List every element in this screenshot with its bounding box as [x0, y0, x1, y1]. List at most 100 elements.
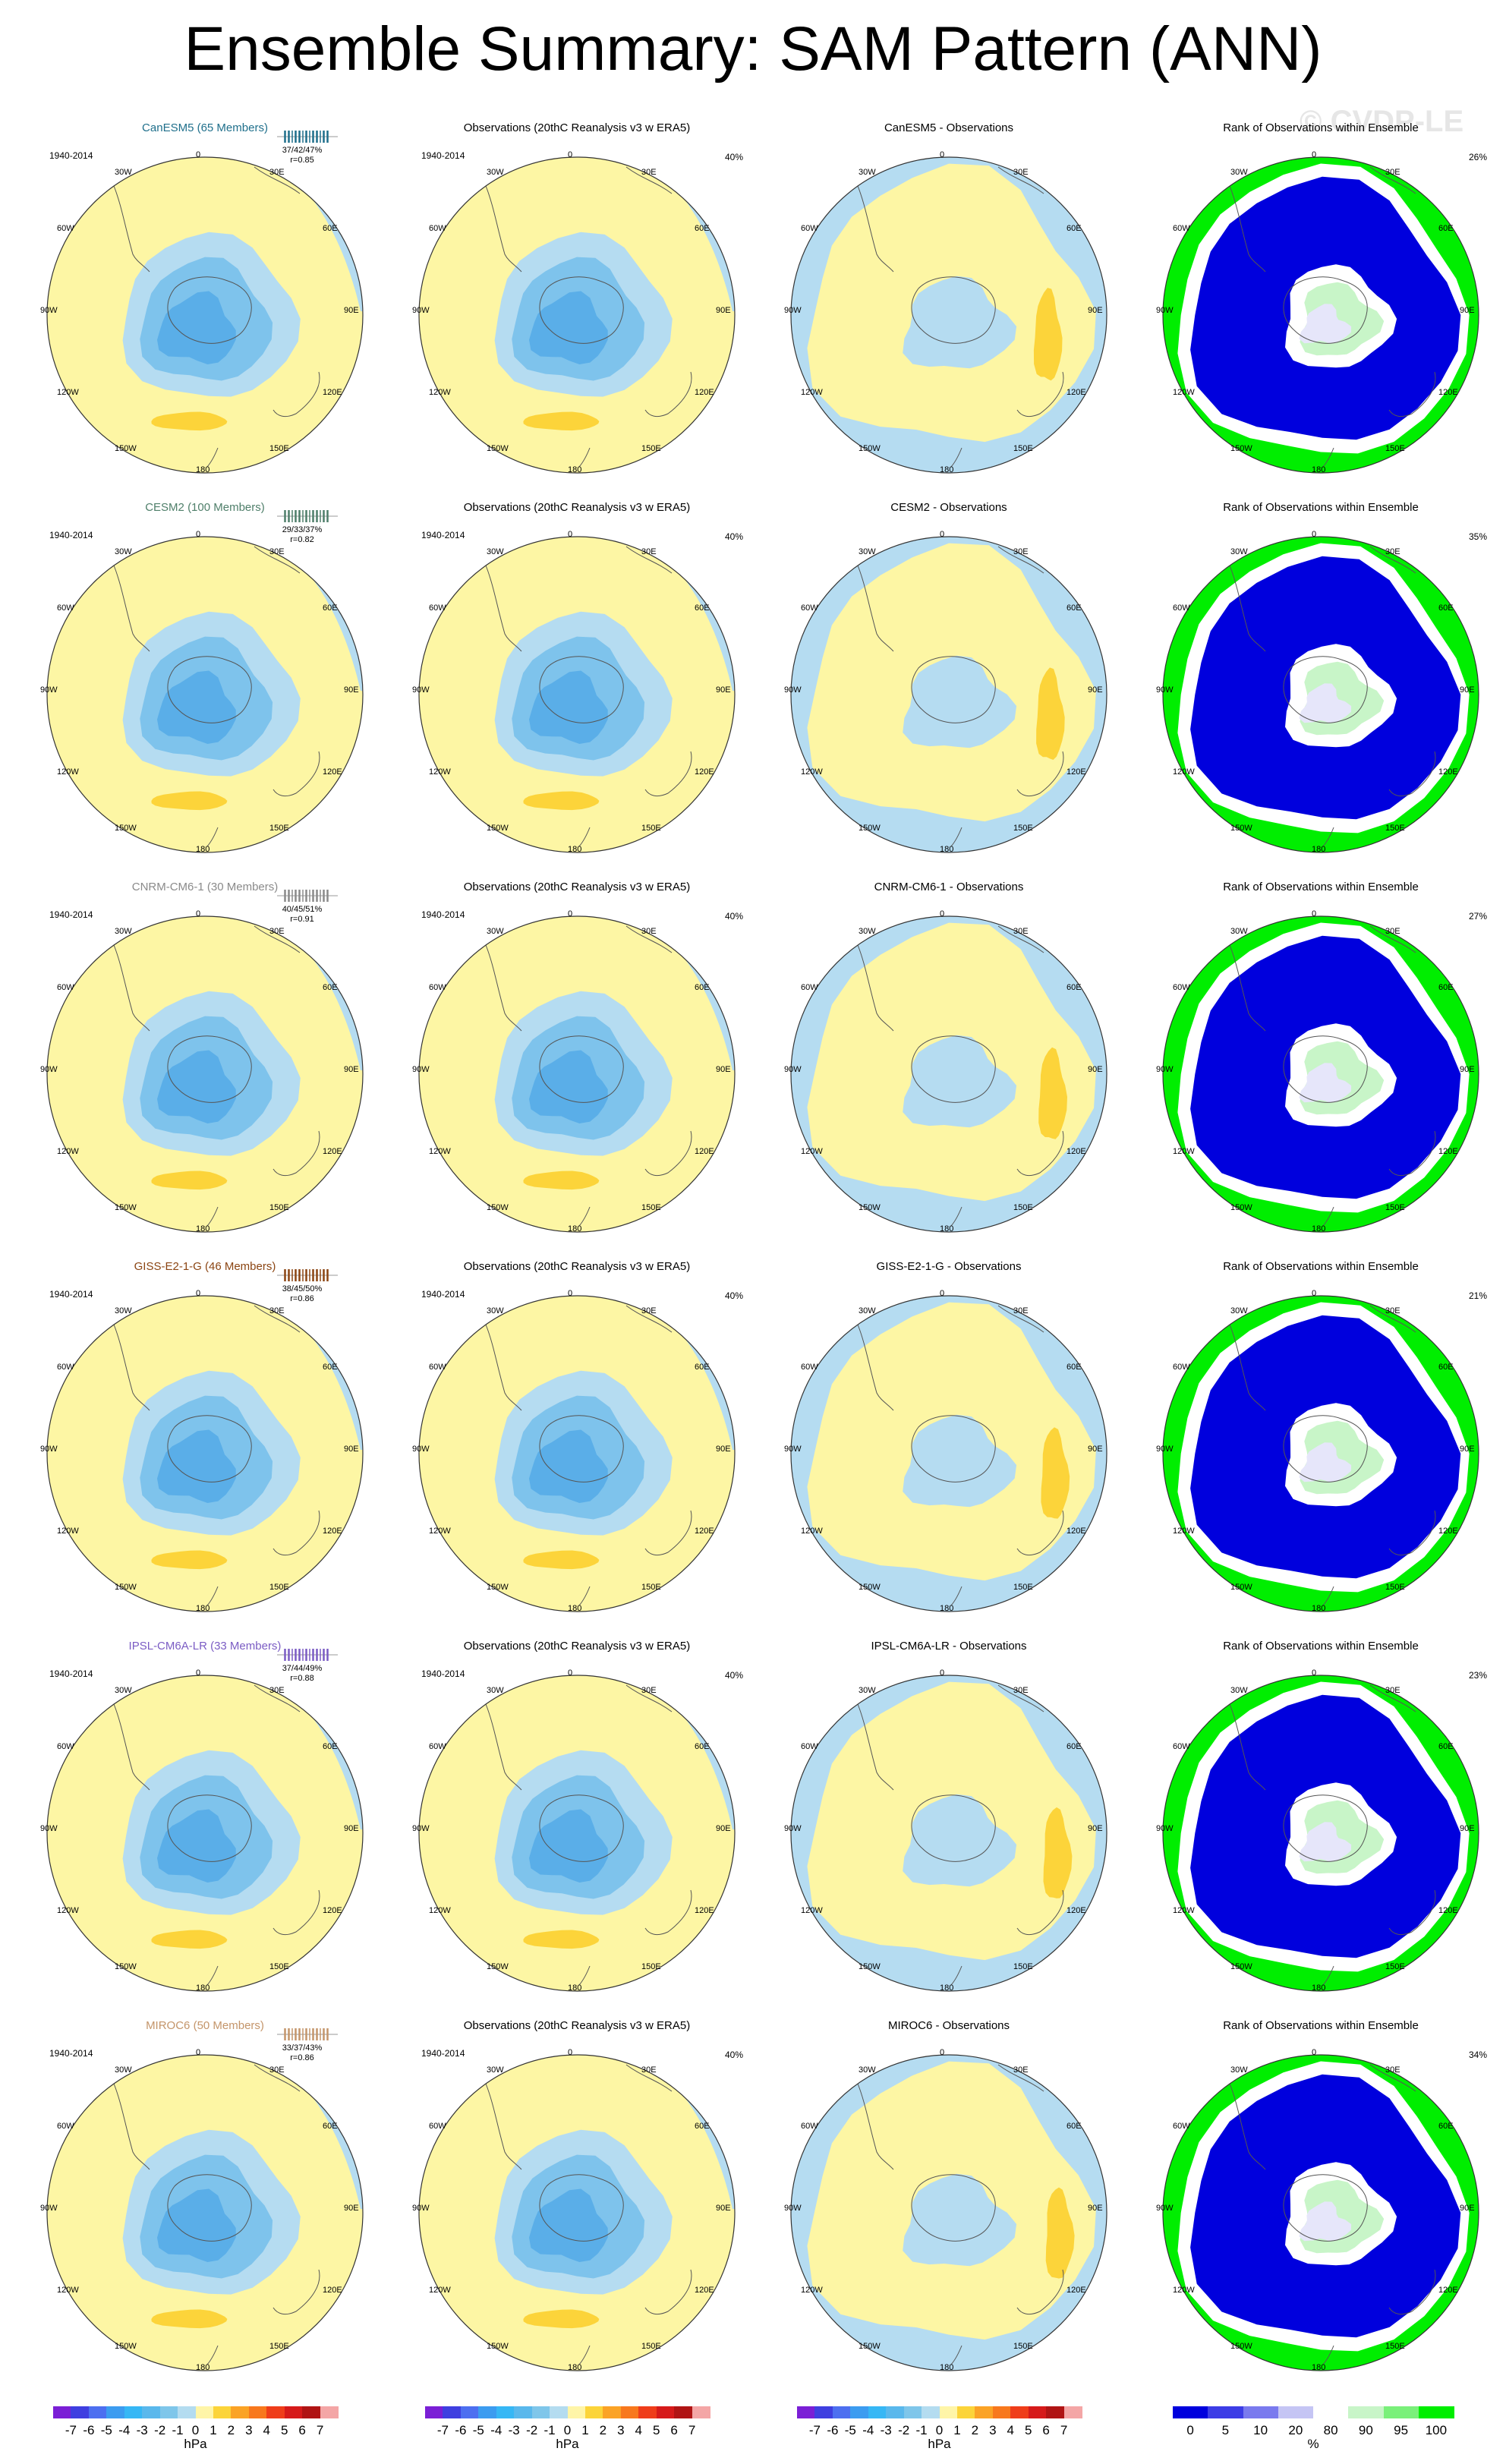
model-panel: CanESM5 (65 Members) 1940-2014 37/42/47% r=… — [19, 121, 391, 501]
colorbar-tick-label: -6 — [827, 2423, 839, 2437]
colorbar-swatch — [53, 2406, 71, 2418]
pattern-correlation: r=0.82 — [290, 535, 314, 544]
colorbar-tick-label: -3 — [508, 2423, 520, 2437]
observations-percent: 40% — [725, 531, 744, 542]
lon-label-w60: 60W — [57, 224, 74, 233]
lon-label-e60: 60E — [1066, 224, 1082, 233]
colorbar-swatch — [797, 2406, 815, 2418]
lon-label-w120: 120W — [1173, 767, 1195, 777]
rank-polar-pale — [1299, 304, 1352, 344]
africa-coastline — [997, 2064, 1044, 2092]
colorbar-tick-label: 20 — [1288, 2423, 1303, 2437]
lon-label-w150: 150W — [1230, 1583, 1252, 1592]
lon-label-e90: 90E — [1088, 1824, 1103, 1833]
colorbar-swatch — [1173, 2406, 1208, 2418]
south-america-coastline — [113, 1324, 150, 1411]
lon-label-e30: 30E — [641, 927, 657, 936]
australia-coastline — [1016, 1130, 1064, 1177]
colorbar-swatch — [460, 2406, 479, 2418]
lon-label-e30: 30E — [1013, 1306, 1029, 1315]
lon-label-n0: 0 — [1312, 1289, 1317, 1298]
rank-map — [1162, 1675, 1479, 1992]
lon-label-w120: 120W — [429, 1906, 451, 1915]
model-map — [46, 2054, 364, 2371]
observations-title: Observations (20thC Reanalysis v3 w ERA5… — [463, 121, 691, 134]
lon-label-e30: 30E — [1385, 2065, 1400, 2075]
lon-label-e120: 120E — [1438, 767, 1458, 777]
lon-label-w60: 60W — [1173, 2122, 1190, 2131]
new-zealand-coastline — [206, 1965, 219, 1986]
sam-negative-contour-3 — [157, 291, 236, 364]
model-map — [46, 536, 364, 853]
lon-label-w150: 150W — [1230, 1962, 1252, 1971]
lon-label-w150: 150W — [1230, 2342, 1252, 2351]
australia-coastline — [273, 1130, 320, 1177]
south-america-coastline — [857, 1703, 894, 1791]
colorbar-swatch — [550, 2406, 568, 2418]
lon-label-n0: 0 — [196, 1668, 201, 1678]
lon-label-s180: 180 — [1312, 1983, 1326, 1993]
lon-label-e150: 150E — [641, 2342, 661, 2351]
lon-label-n0: 0 — [940, 1668, 945, 1678]
lon-label-w90: 90W — [40, 1445, 58, 1454]
australia-coastline — [273, 751, 320, 797]
lon-label-w30: 30W — [1230, 2065, 1248, 2075]
colorbar-swatch — [603, 2406, 622, 2418]
lon-label-w150: 150W — [859, 1583, 881, 1592]
lon-label-s180: 180 — [940, 1604, 954, 1613]
diff-polar-negative — [903, 276, 1017, 369]
lon-label-s180: 180 — [196, 1983, 210, 1993]
lon-label-e120: 120E — [1438, 1906, 1458, 1915]
lon-label-w150: 150W — [115, 2342, 137, 2351]
rank-polar-pale — [1299, 1442, 1352, 1482]
model-map — [46, 156, 364, 474]
map-border — [1162, 1295, 1479, 1612]
lon-label-s180: 180 — [196, 1224, 210, 1234]
colorbar-tick-label: -4 — [490, 2423, 503, 2437]
lon-label-e30: 30E — [641, 2065, 657, 2075]
difference-title: CNRM-CM6-1 - Observations — [874, 881, 1024, 893]
lon-label-e150: 150E — [269, 1962, 289, 1971]
lon-label-e150: 150E — [1385, 824, 1405, 833]
rank-panel: Rank of Observations within Ensemble 35% 0… — [1135, 501, 1506, 881]
sam-negative-contour-3 — [157, 1809, 236, 1883]
rank-polar-pale — [1299, 1822, 1352, 1862]
lon-label-s180: 180 — [568, 1983, 582, 1993]
antarctica-coastline — [1283, 1035, 1368, 1103]
lon-label-e150: 150E — [1385, 1583, 1405, 1592]
colorbar-tick-label: -1 — [915, 2423, 928, 2437]
diff-positive-anomaly — [1036, 667, 1065, 760]
lon-label-e150: 150E — [641, 824, 661, 833]
rank-percent: 34% — [1469, 2050, 1488, 2060]
lon-label-e90: 90E — [344, 685, 359, 695]
sam-positive-anomaly — [151, 2309, 228, 2329]
period-label: 1940-2014 — [421, 2048, 465, 2059]
lon-label-w60: 60W — [57, 1742, 74, 1751]
lon-label-w120: 120W — [801, 2286, 823, 2295]
diff-map — [790, 1295, 1107, 1612]
lon-label-w30: 30W — [859, 547, 876, 556]
south-america-coastline — [113, 185, 150, 273]
difference-title: GISS-E2-1-G - Observations — [876, 1260, 1022, 1273]
antarctica-coastline — [911, 2174, 996, 2242]
lon-label-w60: 60W — [429, 1742, 446, 1751]
lon-label-e120: 120E — [1438, 1147, 1458, 1156]
ensemble-distribution — [277, 2028, 338, 2040]
lon-label-e60: 60E — [695, 2122, 710, 2131]
colorbar-swatch — [922, 2406, 940, 2418]
lon-label-s180: 180 — [196, 845, 210, 854]
lon-label-n0: 0 — [1312, 1668, 1317, 1678]
sam-positive-anomaly — [523, 411, 600, 431]
africa-coastline — [625, 925, 673, 953]
africa-coastline — [254, 1684, 301, 1713]
colorbar-tick-label: 1 — [210, 2423, 217, 2437]
colorbar-tick-label: 0 — [935, 2423, 944, 2437]
sam-negative-contour-3 — [157, 1429, 236, 1503]
new-zealand-coastline — [578, 2345, 591, 2365]
lon-label-w120: 120W — [57, 1906, 79, 1915]
rank-title: Rank of Observations within Ensemble — [1223, 1260, 1419, 1273]
colorbar-tick-label: 6 — [298, 2423, 306, 2437]
lon-label-e150: 150E — [1385, 1203, 1405, 1212]
diff-polar-negative — [903, 1035, 1017, 1128]
antarctica-coastline — [539, 1415, 624, 1482]
